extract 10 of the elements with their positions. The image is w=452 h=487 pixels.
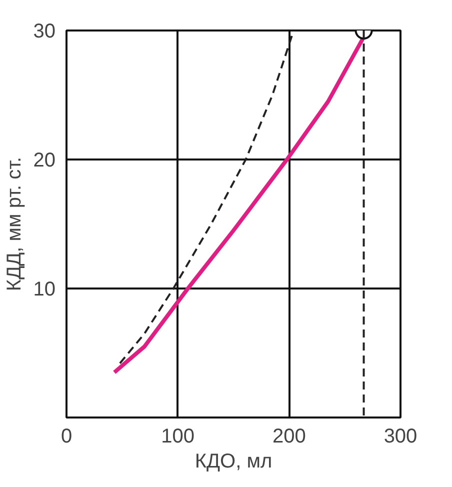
x-tick-label: 100 bbox=[161, 426, 195, 448]
x-tick-label: 200 bbox=[272, 426, 306, 448]
y-axis-title: КДД, мм рт. ст. bbox=[3, 156, 26, 292]
x-axis-title: КДО, мл bbox=[194, 450, 272, 472]
y-tick-label: 30 bbox=[33, 20, 56, 42]
line-series bbox=[118, 30, 295, 364]
x-tick-label: 0 bbox=[60, 426, 72, 448]
y-tick-label: 20 bbox=[33, 150, 56, 172]
x-tick-label: 300 bbox=[384, 426, 418, 448]
y-tick-label: 10 bbox=[33, 278, 56, 300]
